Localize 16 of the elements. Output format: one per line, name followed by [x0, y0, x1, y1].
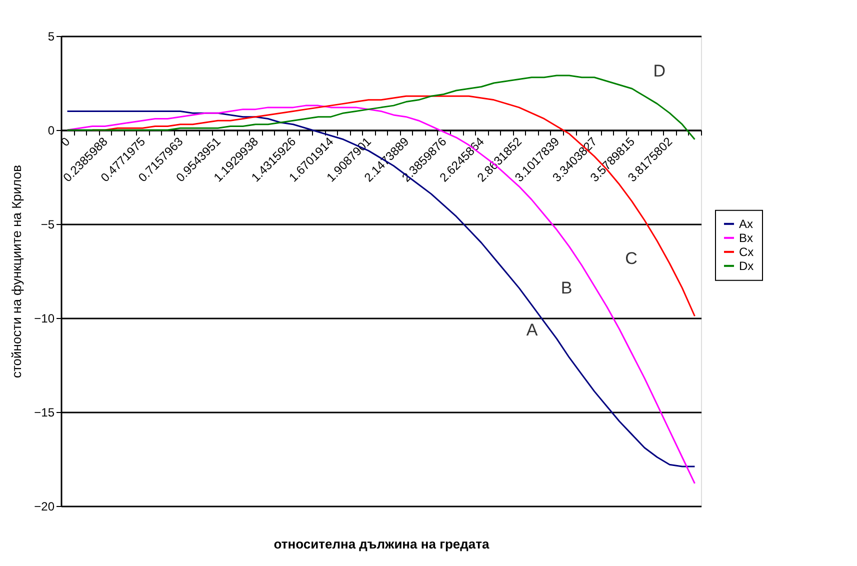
annotation: C — [625, 248, 638, 268]
legend-label: Cx — [739, 244, 754, 259]
annotation: A — [526, 320, 538, 340]
y-axis-title: стойности на функциите на Крилов — [9, 164, 24, 378]
legend-label: Dx — [739, 258, 754, 273]
y-tick-label: 0 — [48, 124, 55, 138]
y-tick-label: 5 — [48, 30, 55, 44]
legend-label: Ax — [739, 216, 754, 231]
y-tick-label: −10 — [34, 312, 55, 326]
annotation: D — [653, 61, 666, 80]
y-tick-label: −20 — [34, 500, 55, 514]
legend-label: Bx — [739, 230, 754, 245]
y-tick-label: −15 — [34, 406, 55, 420]
x-axis-title: относителна дължина на гредата — [274, 536, 490, 552]
y-tick-label: −5 — [40, 218, 55, 232]
annotation: B — [560, 278, 572, 298]
